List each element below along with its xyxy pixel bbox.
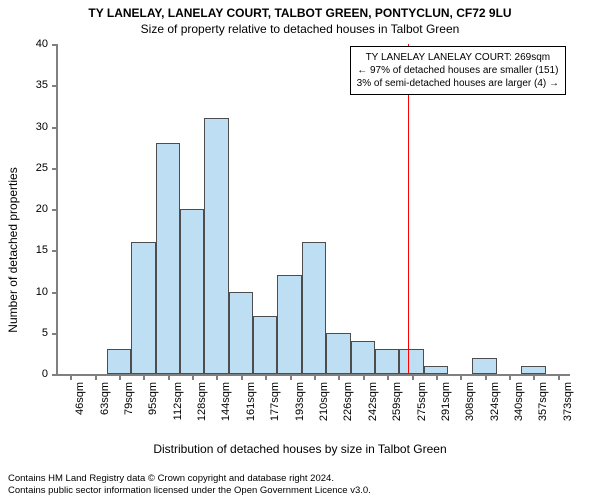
y-tick [52, 374, 58, 376]
x-tick [143, 374, 145, 380]
x-tick-label: 46sqm [74, 382, 86, 415]
histogram-bar [424, 366, 448, 374]
y-tick-label: 15 [36, 244, 48, 256]
y-tick [52, 44, 58, 46]
y-tick [52, 292, 58, 294]
chart-title: TY LANELAY, LANELAY COURT, TALBOT GREEN,… [0, 6, 600, 20]
y-tick [52, 168, 58, 170]
x-tick [290, 374, 292, 380]
x-tick [363, 374, 365, 380]
x-tick-label: 226sqm [342, 382, 354, 421]
x-tick-label: 144sqm [220, 382, 232, 421]
x-tick [485, 374, 487, 380]
x-tick-label: 324sqm [489, 382, 501, 421]
x-tick [216, 374, 218, 380]
x-tick-label: 340sqm [513, 382, 525, 421]
x-tick [119, 374, 121, 380]
chart-subtitle: Size of property relative to detached ho… [0, 22, 600, 36]
x-tick-label: 291sqm [440, 382, 452, 421]
y-tick-label: 10 [36, 286, 48, 298]
x-tick-label: 63sqm [99, 382, 111, 415]
x-tick [192, 374, 194, 380]
x-tick-label: 112sqm [172, 382, 184, 420]
x-tick-label: 95sqm [147, 382, 159, 415]
y-axis-label: Number of detached properties [6, 167, 20, 332]
histogram-bar [521, 366, 545, 374]
y-tick-label: 30 [36, 121, 48, 133]
x-tick-label: 357sqm [537, 382, 549, 421]
histogram-bar [107, 349, 131, 374]
x-tick-label: 128sqm [196, 382, 208, 421]
x-tick-label: 210sqm [318, 382, 330, 421]
y-tick [52, 250, 58, 252]
x-tick [558, 374, 560, 380]
x-tick-label: 242sqm [367, 382, 379, 421]
x-tick [412, 374, 414, 380]
histogram-bar [375, 349, 399, 374]
y-tick [52, 333, 58, 335]
x-tick [460, 374, 462, 380]
y-tick-label: 40 [36, 38, 48, 50]
footnote-1: Contains HM Land Registry data © Crown c… [8, 473, 334, 484]
y-tick-label: 5 [42, 327, 48, 339]
y-tick-label: 20 [36, 203, 48, 215]
legend-line: ← 97% of detached houses are smaller (15… [357, 64, 559, 77]
x-tick [436, 374, 438, 380]
y-tick [52, 85, 58, 87]
x-tick [70, 374, 72, 380]
x-tick-label: 275sqm [416, 382, 428, 421]
x-tick [338, 374, 340, 380]
x-tick-label: 193sqm [294, 382, 306, 421]
histogram-bar [472, 358, 496, 375]
x-tick-label: 373sqm [562, 382, 574, 421]
x-tick [168, 374, 170, 380]
y-tick-label: 0 [42, 368, 48, 380]
x-tick [387, 374, 389, 380]
x-axis-label: Distribution of detached houses by size … [0, 442, 600, 456]
y-tick-label: 25 [36, 162, 48, 174]
x-tick [241, 374, 243, 380]
legend-box: TY LANELAY LANELAY COURT: 269sqm← 97% of… [350, 46, 566, 95]
histogram-bar [277, 275, 301, 374]
y-tick [52, 127, 58, 129]
x-tick [265, 374, 267, 380]
histogram-bar [253, 316, 277, 374]
x-tick-label: 161sqm [245, 382, 257, 421]
x-tick-label: 79sqm [123, 382, 135, 415]
histogram-bar [156, 143, 180, 374]
x-tick-label: 308sqm [464, 382, 476, 421]
x-tick [95, 374, 97, 380]
histogram-bar [399, 349, 423, 374]
footnote-2: Contains public sector information licen… [8, 485, 371, 496]
histogram-bar [131, 242, 155, 374]
y-axis-label-wrap: Number of detached properties [6, 85, 20, 250]
y-tick [52, 209, 58, 211]
legend-line: TY LANELAY LANELAY COURT: 269sqm [357, 51, 559, 64]
x-tick [509, 374, 511, 380]
x-tick-label: 177sqm [269, 382, 281, 421]
x-tick [533, 374, 535, 380]
x-tick-label: 259sqm [391, 382, 403, 421]
x-tick [314, 374, 316, 380]
histogram-bar [204, 118, 228, 374]
legend-line: 3% of semi-detached houses are larger (4… [357, 77, 559, 90]
y-tick-label: 35 [36, 79, 48, 91]
histogram-bar [229, 292, 253, 375]
histogram-bar [351, 341, 375, 374]
histogram-bar [180, 209, 204, 374]
histogram-bar [302, 242, 326, 374]
histogram-bar [326, 333, 350, 374]
